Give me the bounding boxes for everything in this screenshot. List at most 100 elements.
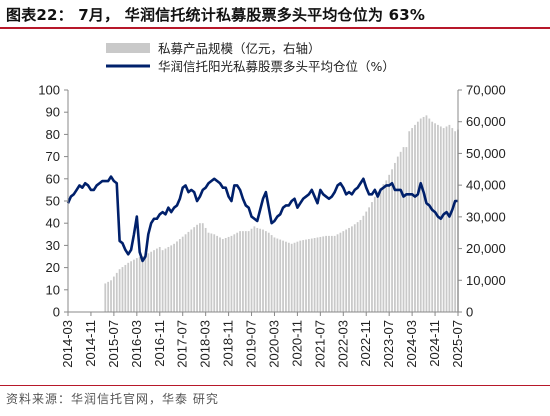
bar [342, 231, 345, 312]
left-tick-label: 40 [46, 216, 60, 231]
right-tick-label: 70,000 [466, 83, 506, 98]
x-tick-label: 2025-07 [450, 320, 465, 368]
bar [164, 248, 167, 312]
bar [250, 228, 253, 312]
bar [115, 272, 118, 312]
x-tick-label: 2018-03 [198, 320, 213, 368]
bar [388, 174, 391, 312]
bar [416, 121, 419, 313]
legend-bar-label: 私募产品规模（亿元，右轴） [158, 41, 321, 56]
x-axis-ticks: 2014-03 2014-11 2015-07 2016-03 2016-11 2017-… [60, 312, 465, 368]
bar [193, 227, 196, 312]
bar [210, 233, 213, 312]
bar [196, 224, 198, 312]
bar [270, 235, 273, 312]
bar [167, 246, 170, 312]
right-tick-label: 20,000 [466, 241, 506, 256]
x-tick-label: 2017-07 [175, 320, 190, 368]
bar [216, 235, 219, 312]
bar [313, 238, 316, 312]
bar [353, 224, 356, 312]
bar [181, 236, 184, 312]
bar [336, 234, 339, 312]
bar [296, 241, 299, 312]
bar [330, 235, 333, 312]
bar [199, 223, 201, 312]
bar [348, 227, 350, 312]
bar [153, 250, 155, 312]
bar [262, 229, 264, 312]
bar [445, 126, 448, 312]
bar [333, 235, 336, 312]
bar [345, 229, 348, 312]
bar [411, 128, 414, 312]
bar [173, 243, 175, 312]
bar [305, 239, 307, 312]
bar [339, 232, 342, 312]
left-axis-ticks: 0 10 20 30 40 50 60 70 80 90 100 [38, 83, 68, 320]
bar [256, 227, 259, 312]
bar [322, 236, 325, 312]
bar [176, 241, 178, 312]
bar [227, 236, 230, 312]
bar [244, 231, 247, 312]
left-tick-label: 100 [38, 83, 60, 98]
bar [158, 246, 161, 312]
bar [242, 231, 244, 312]
bar [299, 240, 302, 312]
left-tick-label: 50 [46, 194, 60, 209]
bar [356, 222, 359, 312]
bar [285, 241, 287, 312]
bar [307, 239, 310, 312]
x-tick-label: 2024-11 [427, 320, 442, 367]
x-tick-label: 2018-11 [221, 320, 236, 367]
bar [328, 235, 330, 312]
bar [130, 261, 132, 312]
bar [267, 232, 270, 312]
bar [316, 237, 319, 312]
bar [405, 147, 408, 312]
x-tick-label: 2021-07 [312, 320, 327, 368]
right-tick-label: 40,000 [466, 178, 506, 193]
left-tick-label: 30 [46, 238, 60, 253]
right-tick-label: 30,000 [466, 209, 506, 224]
x-tick-label: 2014-03 [60, 320, 75, 368]
bar [408, 131, 411, 312]
bar [236, 232, 239, 312]
bar [135, 258, 138, 312]
bar [362, 215, 365, 312]
bar [419, 118, 422, 312]
bar [127, 262, 130, 312]
x-tick-label: 2022-11 [358, 320, 373, 367]
left-tick-label: 20 [46, 260, 60, 275]
left-tick-label: 90 [46, 105, 60, 120]
bar [133, 259, 135, 312]
source-note: 资料来源：华润信托官网，华泰 研究 [6, 392, 219, 406]
bar [107, 281, 110, 312]
bar [394, 162, 396, 312]
source-divider [0, 385, 550, 386]
bar [141, 255, 144, 312]
bar [156, 248, 158, 312]
left-tick-label: 10 [46, 282, 60, 297]
bar [391, 169, 393, 312]
bar [373, 196, 376, 312]
left-tick-label: 80 [46, 127, 60, 142]
bar [184, 234, 187, 312]
bar [201, 223, 204, 312]
bar [207, 232, 210, 312]
bar [112, 276, 115, 312]
bar [325, 235, 327, 312]
bar [170, 245, 173, 312]
bar [379, 187, 382, 312]
bar [233, 234, 236, 312]
x-tick-label: 2020-11 [289, 320, 304, 367]
bar [221, 239, 224, 312]
bar [422, 116, 425, 313]
position-line [66, 175, 458, 263]
bar [431, 121, 434, 313]
bar [287, 242, 290, 312]
bar [434, 123, 436, 312]
bar [437, 124, 439, 312]
bar [293, 242, 296, 312]
